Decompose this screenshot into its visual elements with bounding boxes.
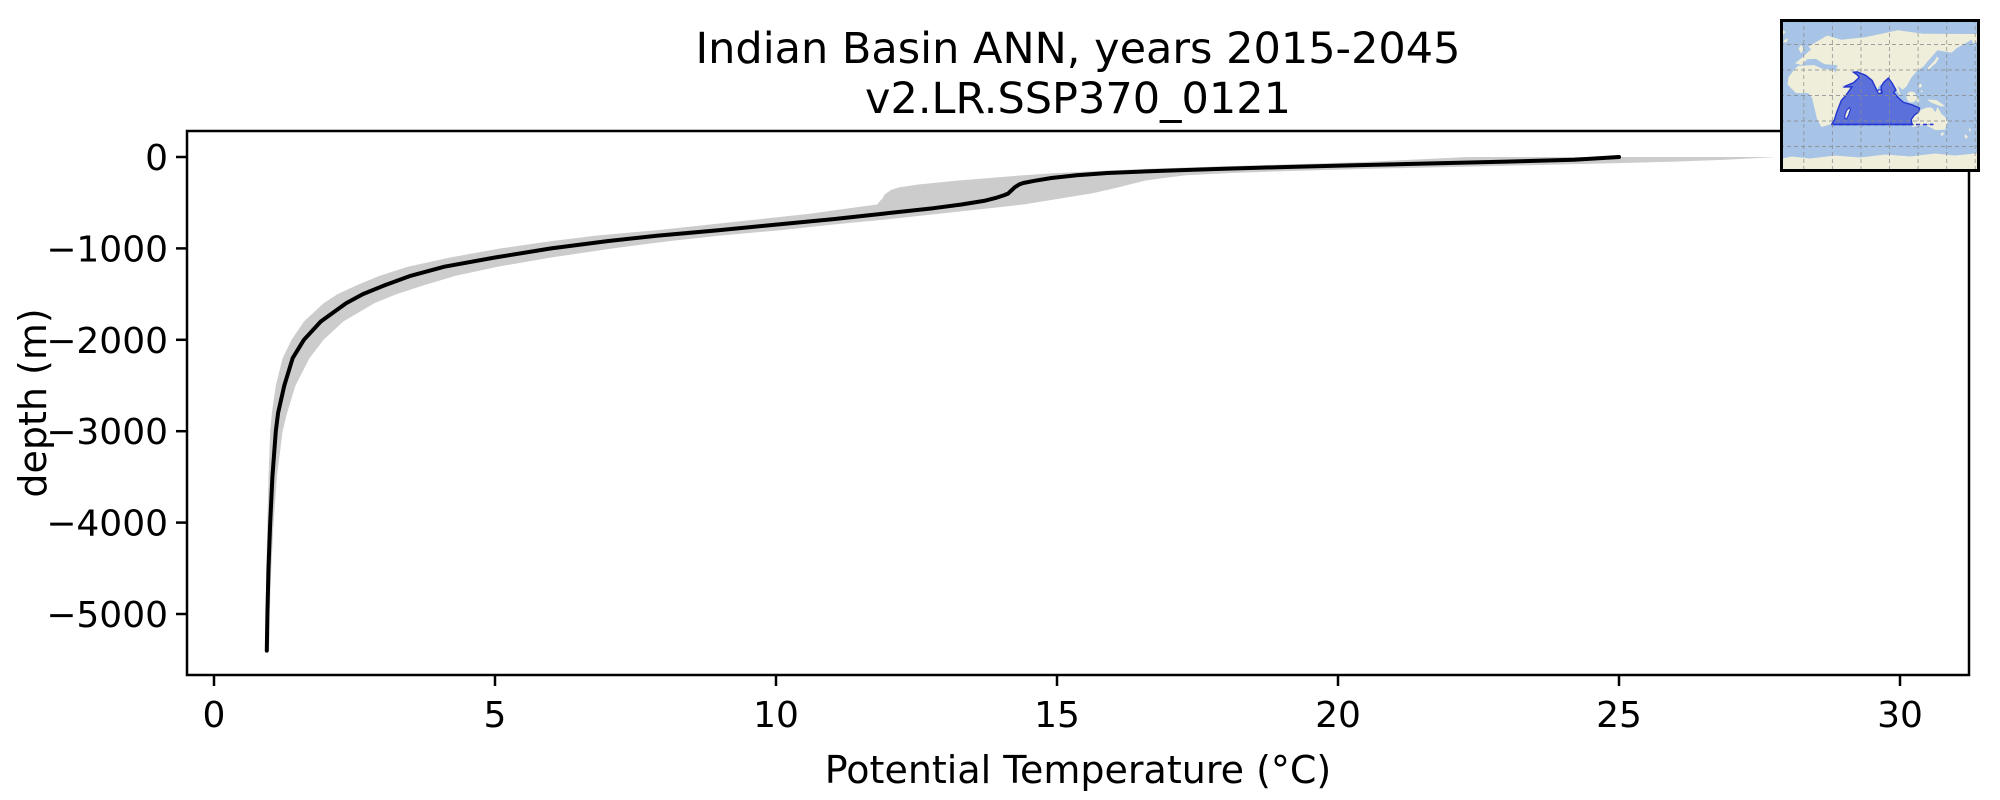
y-axis-ticks: 0 −1000 −2000 −3000 −4000 −5000 (46, 138, 187, 636)
y-tick-label: −1000 (46, 229, 168, 270)
y-tick-label: −5000 (46, 595, 168, 636)
map-madagascar (1844, 106, 1852, 120)
map-land (1780, 27, 1980, 172)
x-tick-label: 0 (203, 695, 226, 736)
axes-spines (185, 129, 1971, 677)
y-tick-label: −2000 (46, 321, 168, 362)
map-graticule (1780, 19, 1980, 172)
x-tick-label: 15 (1034, 695, 1080, 736)
x-tick-label: 5 (484, 695, 507, 736)
map-basin-highlight (1831, 71, 1934, 126)
map-border (1780, 19, 1980, 172)
x-tick-label: 25 (1596, 695, 1642, 736)
mean-profile-line (264, 155, 1621, 653)
map-sri-lanka (1877, 89, 1882, 94)
y-tick-label: 0 (145, 138, 168, 179)
y-tick-label: −3000 (46, 412, 168, 453)
x-tick-label: 10 (753, 695, 799, 736)
y-tick-label: −4000 (46, 504, 168, 545)
chart-subtitle: v2.LR.SSP370_0121 (865, 74, 1291, 124)
chart-title: Indian Basin ANN, years 2015-2045 (695, 24, 1460, 74)
y-axis-label: depth (m) (11, 308, 55, 497)
x-axis-ticks: 0 5 10 15 20 25 30 (203, 675, 1923, 736)
plot-area (187, 131, 1969, 675)
x-tick-label: 20 (1315, 695, 1361, 736)
x-tick-label: 30 (1877, 695, 1923, 736)
x-axis-label: Potential Temperature (°C) (825, 748, 1332, 792)
inset-map (1780, 19, 1980, 172)
